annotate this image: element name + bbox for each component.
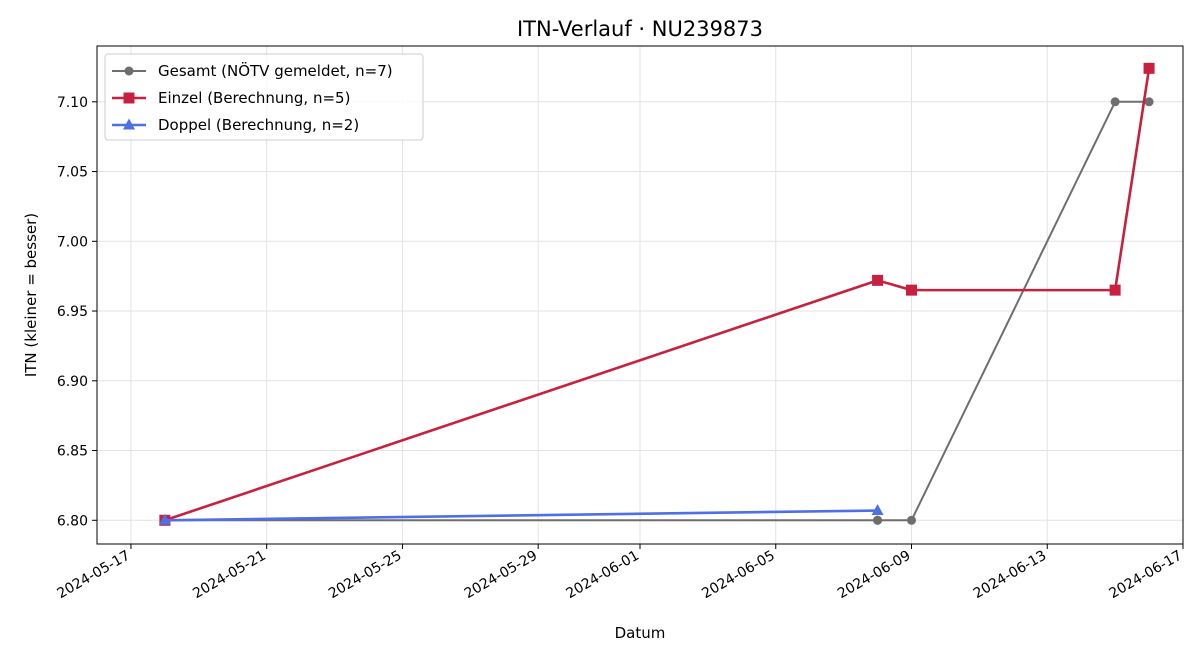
- x-tick-label: 2024-05-25: [326, 548, 404, 603]
- data-point: [873, 515, 883, 525]
- y-axis-label: ITN (kleiner = besser): [22, 213, 40, 377]
- legend-swatch-marker: [123, 92, 135, 104]
- chart-title: ITN-Verlauf · NU239873: [517, 17, 763, 41]
- legend-swatch-marker: [123, 118, 135, 130]
- series-2: [158, 504, 884, 525]
- legend-swatch-marker: [124, 66, 134, 76]
- x-axis: 2024-05-17 2024-05-21 2024-05-25 2024-05-29…: [54, 544, 1185, 602]
- legend-label: Einzel (Berechnung, n=5): [158, 89, 350, 107]
- x-tick-label: 2024-05-29: [462, 548, 540, 603]
- series-layer: [158, 62, 1155, 526]
- x-tick-label: 2024-05-17: [54, 548, 132, 603]
- legend-label: Gesamt (NÖTV gemeldet, n=7): [158, 61, 393, 80]
- legend-box: [104, 53, 424, 141]
- data-point: [906, 284, 917, 296]
- legend-label: Doppel (Berechnung, n=2): [158, 116, 359, 134]
- x-tick-label: 2024-06-17: [1107, 548, 1185, 603]
- x-tick-label: 2024-06-13: [971, 548, 1049, 603]
- series-line: [164, 509, 878, 522]
- data-point: [1143, 62, 1155, 74]
- y-tick-label: 7.10: [57, 95, 88, 111]
- data-point: [871, 504, 884, 516]
- data-point: [1110, 97, 1120, 107]
- data-point: [1109, 284, 1121, 296]
- legend: Gesamt (NÖTV gemeldet, n=7) Einzel (Berec…: [104, 53, 424, 141]
- data-point: [158, 513, 171, 525]
- y-tick-label: 6.95: [57, 304, 88, 320]
- x-tick-label: 2024-06-01: [564, 548, 642, 603]
- data-point: [907, 515, 916, 525]
- x-tick-label: 2024-05-21: [190, 548, 268, 603]
- y-tick-label: 6.80: [57, 513, 88, 529]
- y-tick-label: 6.85: [57, 444, 88, 460]
- data-point: [1144, 97, 1154, 107]
- x-axis-label: Datum: [615, 624, 666, 642]
- y-axis: 6.80 6.85 6.90 6.95 7.00 7.05 7.10: [57, 95, 97, 529]
- y-tick-label: 7.00: [57, 234, 88, 250]
- x-tick-label: 2024-06-05: [699, 548, 777, 603]
- y-tick-label: 6.90: [57, 374, 88, 390]
- x-tick-label: 2024-06-09: [835, 548, 913, 603]
- grid: [97, 46, 1184, 544]
- y-tick-label: 7.05: [57, 165, 88, 181]
- data-point: [872, 274, 884, 286]
